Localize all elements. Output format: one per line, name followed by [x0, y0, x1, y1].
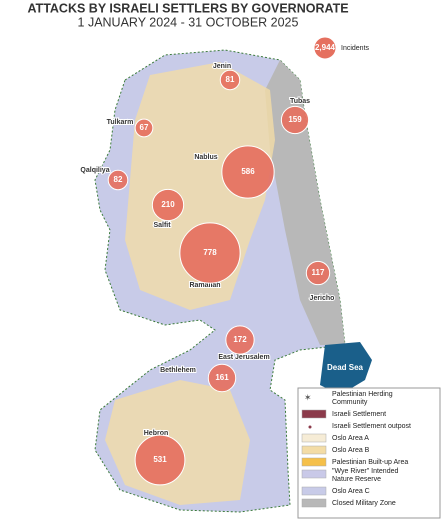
incident-bubble [179, 222, 241, 284]
legend-label: Palestinian Herding Community [332, 391, 393, 406]
incident-bubble [225, 325, 255, 355]
incident-bubble [151, 188, 185, 222]
incident-value: 210 [161, 200, 175, 209]
legend-label: "Wye River" Intended Nature Reserve [332, 468, 398, 483]
incident-value: 161 [215, 373, 229, 382]
incident-value: 159 [288, 115, 302, 124]
governorate-label: Jenin [213, 63, 231, 70]
governorate-label: Tulkarm [107, 119, 134, 126]
incident-bubble [305, 260, 331, 286]
legend-swatch [301, 486, 327, 496]
incident-bubble [280, 105, 310, 135]
governorate-label: East Jerusalem [218, 354, 269, 361]
governorate-label: Nablus [194, 154, 217, 161]
legend-swatch [301, 433, 327, 443]
incident-value: 531 [153, 455, 167, 464]
governorate-label: Tubas [290, 98, 310, 105]
dead-sea [320, 342, 372, 395]
incident-bubble [134, 434, 186, 486]
legend-swatch [301, 409, 327, 419]
legend-label: Oslo Area C [332, 488, 370, 495]
subtitle: 1 JANUARY 2024 - 31 OCTOBER 2025 [78, 15, 299, 29]
legend-swatch [308, 425, 312, 429]
legend-label: Israeli Settlement outpost [332, 423, 411, 430]
legend-label: Closed Military Zone [332, 500, 396, 507]
incident-value: 586 [241, 167, 255, 176]
governorate-label: Jericho [310, 295, 335, 302]
legend-swatch [301, 498, 327, 508]
incident-value: 172 [233, 335, 247, 344]
governorate-label: Ramallah [189, 282, 220, 289]
incident-bubble [219, 69, 241, 91]
legend-swatch [301, 445, 327, 455]
legend-swatch: ✶ [304, 392, 312, 402]
legend-swatch [301, 457, 327, 467]
incident-value: 82 [114, 175, 123, 184]
total-label: Incidents [341, 45, 370, 52]
total-value: 2,944 [315, 43, 336, 52]
governorate-label: Bethlehem [160, 367, 196, 374]
sea-label: Dead Sea [327, 363, 364, 372]
governorate-label: Qalqiliya [80, 167, 109, 174]
incident-bubble [107, 169, 129, 191]
incident-value: 117 [312, 268, 325, 277]
total-bubble [313, 36, 337, 60]
incident-value: 67 [140, 123, 149, 132]
incident-bubble [134, 118, 154, 138]
governorate-label: Hebron [144, 430, 169, 437]
incident-bubble [221, 145, 275, 199]
incident-bubble [207, 363, 237, 393]
legend-label: Palestinian Built-up Area [332, 459, 408, 466]
legend-label: Israeli Settlement [332, 411, 386, 418]
governorate-label: Salfit [153, 222, 171, 229]
incident-value: 81 [226, 75, 235, 84]
legend-label: Oslo Area A [332, 435, 369, 442]
legend-label: Oslo Area B [332, 447, 370, 454]
legend-swatch [301, 469, 327, 479]
incident-value: 778 [203, 248, 217, 257]
title: ATTACKS BY ISRAELI SETTLERS BY GOVERNORA… [27, 1, 348, 15]
